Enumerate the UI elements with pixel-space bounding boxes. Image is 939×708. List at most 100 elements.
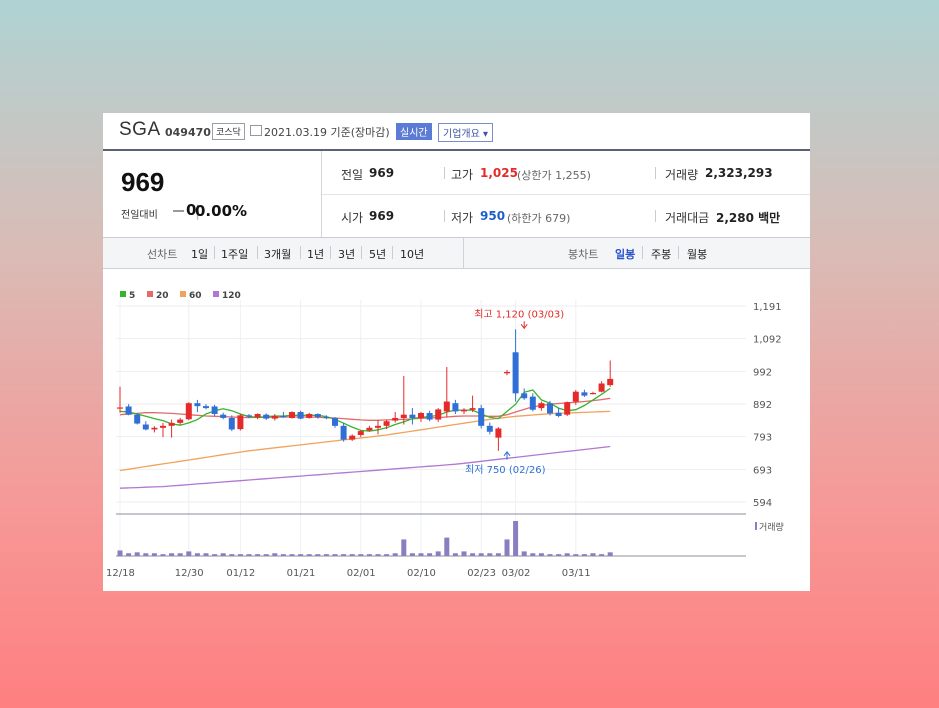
candle-body	[529, 396, 536, 410]
candle-body	[306, 414, 313, 418]
volume-bar	[212, 554, 218, 556]
volume-bar	[538, 553, 544, 556]
tab-3m[interactable]: 3개월	[264, 248, 292, 261]
amount-value: 2,280 백만	[716, 211, 781, 225]
volume-bar	[504, 539, 510, 556]
volume-bar	[444, 537, 450, 556]
candle-body	[521, 393, 528, 399]
ma20-line	[119, 397, 611, 421]
candle-body	[357, 431, 364, 436]
volume-bar	[160, 554, 166, 556]
volume-bar	[392, 553, 398, 556]
volume-bar	[332, 554, 338, 556]
legend-swatch	[120, 291, 126, 297]
candle-body	[142, 424, 149, 430]
volume-bar	[151, 553, 157, 556]
volume-bar	[177, 553, 183, 556]
low-label: 저가	[451, 211, 474, 225]
volume-bar	[427, 553, 433, 556]
tab-3y[interactable]: 3년	[338, 248, 356, 261]
candle-body	[607, 378, 614, 386]
volume-bar	[478, 553, 484, 556]
low-arrow-head	[503, 450, 511, 457]
volume-bar	[194, 553, 200, 556]
candle-body	[323, 416, 330, 419]
candle-body	[280, 415, 287, 418]
x-tick-label: 01/12	[226, 568, 255, 579]
tab-daily[interactable]: 일봉	[615, 248, 636, 261]
candlestick-chart: 1,191 1,092 992 892 793 693 594 12/18 12/30 01/12…	[106, 291, 784, 579]
realtime-button[interactable]: 실시간	[396, 123, 432, 140]
volume-bar	[263, 554, 269, 556]
volume-bar	[255, 554, 261, 556]
current-price: 969	[121, 167, 165, 197]
candle-body	[392, 417, 399, 421]
low-annotation: 최저 750 (02/26)	[465, 464, 546, 476]
high-value: 1,025	[480, 166, 518, 180]
tab-5y[interactable]: 5년	[369, 248, 387, 261]
x-tick-label: 03/11	[562, 568, 591, 579]
x-tick-label: 02/10	[407, 568, 436, 579]
volume-legend-label: 거래량	[759, 521, 784, 533]
volume-label: 거래량	[665, 168, 699, 182]
candle-body	[151, 427, 158, 430]
volume-bar	[280, 554, 286, 556]
volume-bar	[573, 554, 579, 556]
candle-body	[177, 419, 184, 423]
candle-body	[134, 414, 141, 424]
candle-body	[271, 415, 278, 419]
prev-close-label: 전일	[341, 168, 364, 182]
candle-body	[246, 415, 252, 417]
candle-body	[228, 417, 235, 430]
volume-bar	[289, 554, 295, 556]
ma120-line	[119, 445, 611, 489]
tab-weekly[interactable]: 주봉	[651, 248, 672, 261]
y-tick-label: 892	[753, 400, 772, 411]
candle-body	[297, 412, 304, 419]
volume-bar	[521, 551, 527, 556]
base-date: 2021.03.19 기준(장마감)	[264, 126, 390, 139]
volume-bar	[186, 551, 192, 556]
volume-bar	[452, 553, 458, 556]
candle-body	[547, 403, 553, 414]
market-badge: 코스닥	[212, 123, 245, 140]
volume-bar	[272, 553, 278, 556]
quote-panel: 969 전일대비 0 | 0.00% 전일 969 고가 1,025 (상한가 1…	[103, 151, 810, 238]
volume-legend-swatch	[755, 522, 757, 530]
y-tick-label: 1,092	[753, 335, 782, 346]
volume-bar	[229, 554, 235, 556]
candle-body	[435, 409, 442, 420]
tab-10y[interactable]: 10년	[400, 248, 425, 261]
volume-bar	[564, 553, 570, 556]
volume-value: 2,323,293	[705, 166, 773, 180]
candle-body	[375, 425, 381, 428]
legend-label: 120	[222, 291, 241, 301]
candle-body	[443, 401, 450, 412]
candle-body	[194, 403, 201, 407]
candle-body	[349, 435, 356, 440]
y-tick-label: 1,191	[753, 302, 782, 313]
volume-bar	[530, 553, 536, 556]
candle-body	[590, 393, 596, 395]
y-tick-label: 594	[753, 498, 772, 509]
tab-1d[interactable]: 1일	[191, 248, 209, 261]
tab-monthly[interactable]: 월봉	[687, 248, 708, 261]
tab-1w[interactable]: 1주일	[221, 248, 249, 261]
candle-body	[117, 407, 123, 409]
volume-bar	[366, 554, 372, 556]
candle-body	[426, 413, 433, 420]
candle-body	[581, 392, 588, 396]
volume-bar	[418, 553, 424, 556]
volume-bar	[220, 553, 226, 556]
volume-bar	[169, 553, 175, 556]
candle-body	[383, 421, 390, 426]
high-arrow-head	[520, 324, 528, 330]
company-overview-dropdown[interactable]: 기업개요 ▾	[438, 123, 493, 142]
candle-body	[125, 406, 132, 415]
tab-1y[interactable]: 1년	[307, 248, 325, 261]
candle-body	[168, 422, 175, 426]
volume-bar	[203, 553, 209, 556]
volume-bar	[246, 554, 252, 556]
candle-body	[289, 412, 295, 418]
chart-tabs: 선차트 1일 1주일 3개월 1년 3년 5년 10년 봉차트 일봉 주봉 월봉	[103, 238, 810, 269]
